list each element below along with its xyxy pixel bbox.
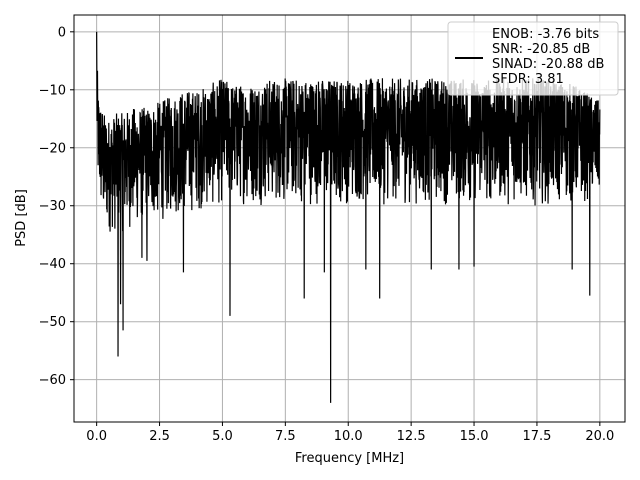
legend-entry-sfdr: SFDR: 3.81 [492, 72, 564, 87]
x-tick-label: 17.5 [522, 429, 551, 444]
legend-entry-enob: ENOB: -3.76 bits [492, 27, 599, 42]
x-tick-label: 5.0 [212, 429, 233, 444]
x-tick-label: 10.0 [334, 429, 363, 444]
x-tick-label: 0.0 [86, 429, 107, 444]
x-tick-label: 15.0 [460, 429, 489, 444]
y-tick-label: 0 [58, 25, 66, 40]
legend: ENOB: -3.76 bits SNR: -20.85 dB SINAD: -… [447, 21, 619, 96]
x-tick-label: 12.5 [397, 429, 426, 444]
x-tick-label: 2.5 [149, 429, 170, 444]
x-axis-ticks: 0.0 2.5 5.0 7.5 10.0 12.5 15.0 17.5 20.0 [86, 422, 614, 444]
x-tick-label: 20.0 [585, 429, 614, 444]
y-tick-label: −60 [39, 373, 66, 388]
x-axis-label: Frequency [MHz] [295, 451, 404, 466]
legend-entry-snr: SNR: -20.85 dB [492, 42, 590, 57]
y-axis-ticks: 0 −10 −20 −30 −40 −50 −60 [39, 25, 74, 388]
y-tick-label: −10 [39, 83, 66, 98]
y-axis-label: PSD [dB] [14, 189, 29, 247]
x-tick-label: 7.5 [275, 429, 296, 444]
y-tick-label: −50 [39, 315, 66, 330]
y-tick-label: −30 [39, 199, 66, 214]
axes-frame [73, 14, 626, 423]
legend-box [447, 21, 619, 96]
y-tick-label: −20 [39, 141, 66, 156]
psd-series-line [96, 31, 601, 403]
legend-entry-sinad: SINAD: -20.88 dB [492, 57, 604, 72]
y-tick-label: −40 [39, 257, 66, 272]
series-layer [96, 31, 601, 403]
